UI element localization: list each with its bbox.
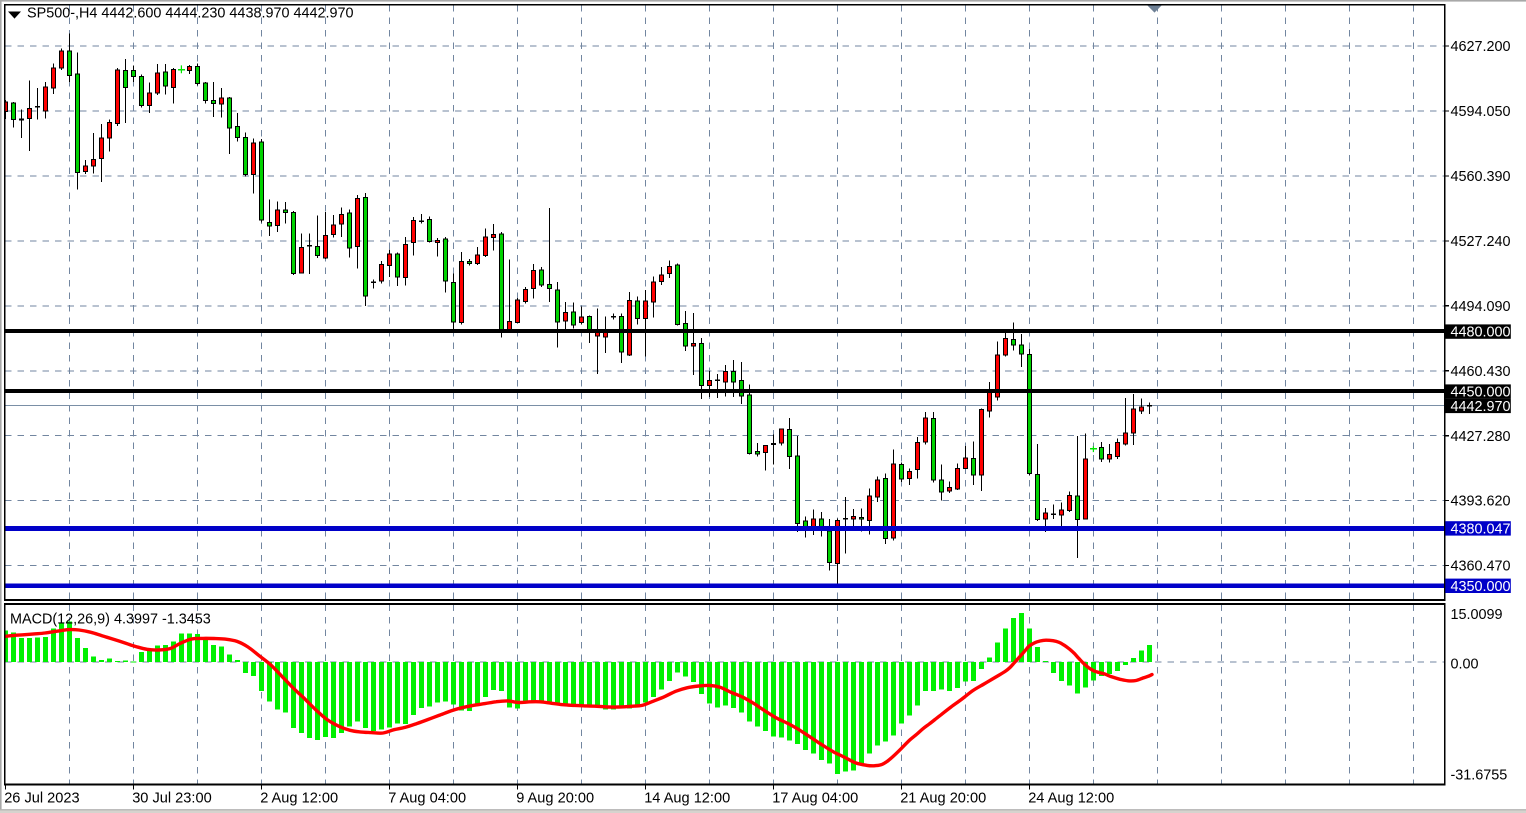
svg-text:4627.200: 4627.200: [1451, 39, 1511, 55]
svg-text:4480.000: 4480.000: [1451, 325, 1511, 341]
svg-text:17 Aug 04:00: 17 Aug 04:00: [772, 790, 858, 806]
svg-text:14 Aug 12:00: 14 Aug 12:00: [644, 790, 730, 806]
svg-text:30 Jul 23:00: 30 Jul 23:00: [132, 790, 212, 806]
svg-text:4350.000: 4350.000: [1451, 579, 1511, 595]
svg-text:4380.047: 4380.047: [1451, 522, 1511, 538]
svg-text:21 Aug 20:00: 21 Aug 20:00: [900, 790, 986, 806]
svg-text:MACD(12,26,9) 4.3997 -1.3453: MACD(12,26,9) 4.3997 -1.3453: [10, 612, 211, 628]
svg-text:4494.090: 4494.090: [1451, 299, 1511, 315]
svg-text:4360.470: 4360.470: [1451, 559, 1511, 575]
svg-text:0.00: 0.00: [1451, 656, 1479, 672]
svg-text:9 Aug 20:00: 9 Aug 20:00: [516, 790, 594, 806]
svg-text:2 Aug 12:00: 2 Aug 12:00: [260, 790, 338, 806]
svg-text:4460.430: 4460.430: [1451, 364, 1511, 380]
svg-text:24 Aug 12:00: 24 Aug 12:00: [1028, 790, 1114, 806]
svg-text:-31.6755: -31.6755: [1451, 767, 1508, 783]
svg-text:4594.050: 4594.050: [1451, 104, 1511, 120]
svg-text:26 Jul 2023: 26 Jul 2023: [4, 790, 79, 806]
svg-text:4450.000: 4450.000: [1451, 385, 1511, 401]
svg-text:4427.280: 4427.280: [1451, 429, 1511, 445]
svg-text:15.0099: 15.0099: [1451, 607, 1503, 623]
svg-text:4442.970: 4442.970: [1451, 399, 1511, 415]
svg-text:4560.390: 4560.390: [1451, 169, 1511, 185]
svg-text:4393.620: 4393.620: [1451, 494, 1511, 510]
svg-text:7 Aug 04:00: 7 Aug 04:00: [388, 790, 466, 806]
svg-text:SP500-,H4 4442.600 4444.230 4: SP500-,H4 4442.600 4444.230 4438.970 444…: [27, 5, 353, 21]
svg-text:4527.240: 4527.240: [1451, 234, 1511, 250]
